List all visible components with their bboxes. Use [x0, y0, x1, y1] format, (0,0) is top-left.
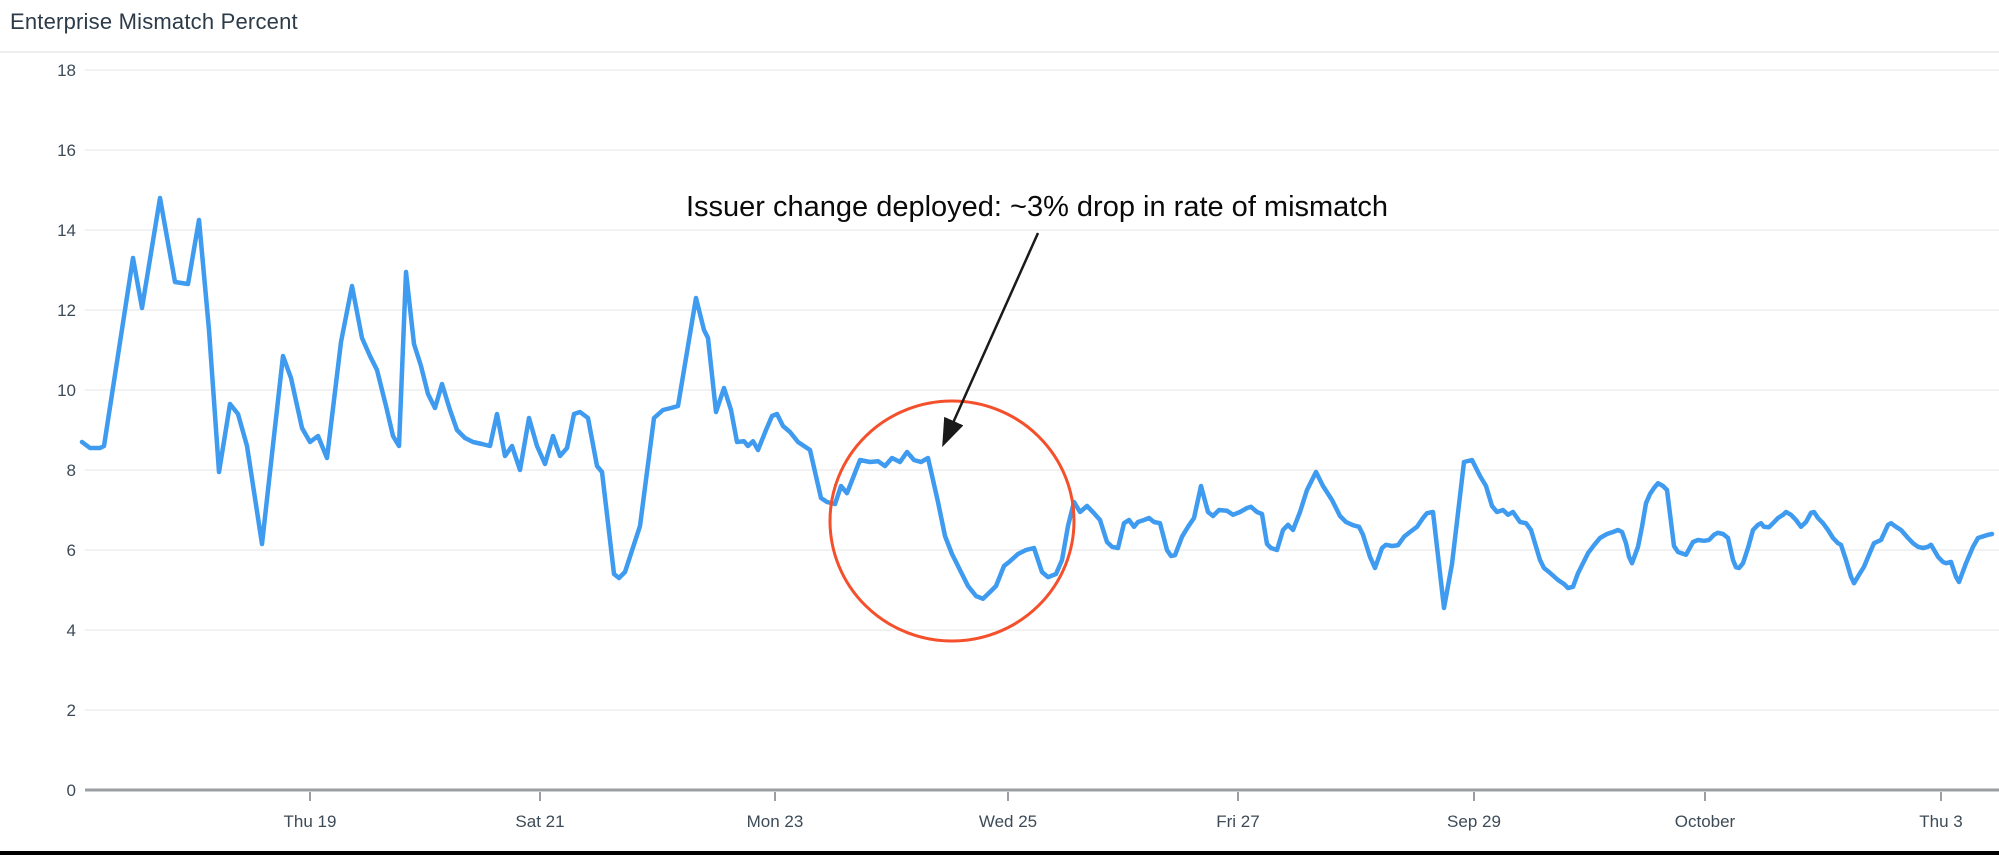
y-tick-label: 10: [57, 381, 76, 400]
x-tick-label: Sep 29: [1447, 812, 1501, 831]
x-tick-label: October: [1675, 812, 1736, 831]
y-tick-label: 16: [57, 141, 76, 160]
series-line-mismatch-percent[interactable]: [79, 195, 1995, 611]
annotation-circle: [828, 399, 1076, 643]
x-tick-label: Sat 21: [515, 812, 564, 831]
y-tick-label: 12: [57, 301, 76, 320]
annotation-text: Issuer change deployed: ~3% drop in rate…: [686, 191, 1388, 223]
y-tick-label: 4: [67, 621, 76, 640]
y-tick-label: 2: [67, 701, 76, 720]
y-tick-label: 18: [57, 61, 76, 80]
annotation-arrow: [942, 232, 1040, 448]
x-tick-label: Thu 3: [1919, 812, 1962, 831]
x-tick-label: Fri 27: [1216, 812, 1259, 831]
x-tick-label: Wed 25: [979, 812, 1037, 831]
y-tick-label: 0: [67, 781, 76, 800]
y-tick-label: 8: [67, 461, 76, 480]
chart-title: Enterprise Mismatch Percent: [10, 9, 298, 34]
x-tick-label: Mon 23: [747, 812, 804, 831]
bottom-window-edge: [0, 851, 1999, 855]
y-tick-label: 6: [67, 541, 76, 560]
y-tick-label: 14: [57, 221, 76, 240]
x-tick-label: Thu 19: [284, 812, 337, 831]
